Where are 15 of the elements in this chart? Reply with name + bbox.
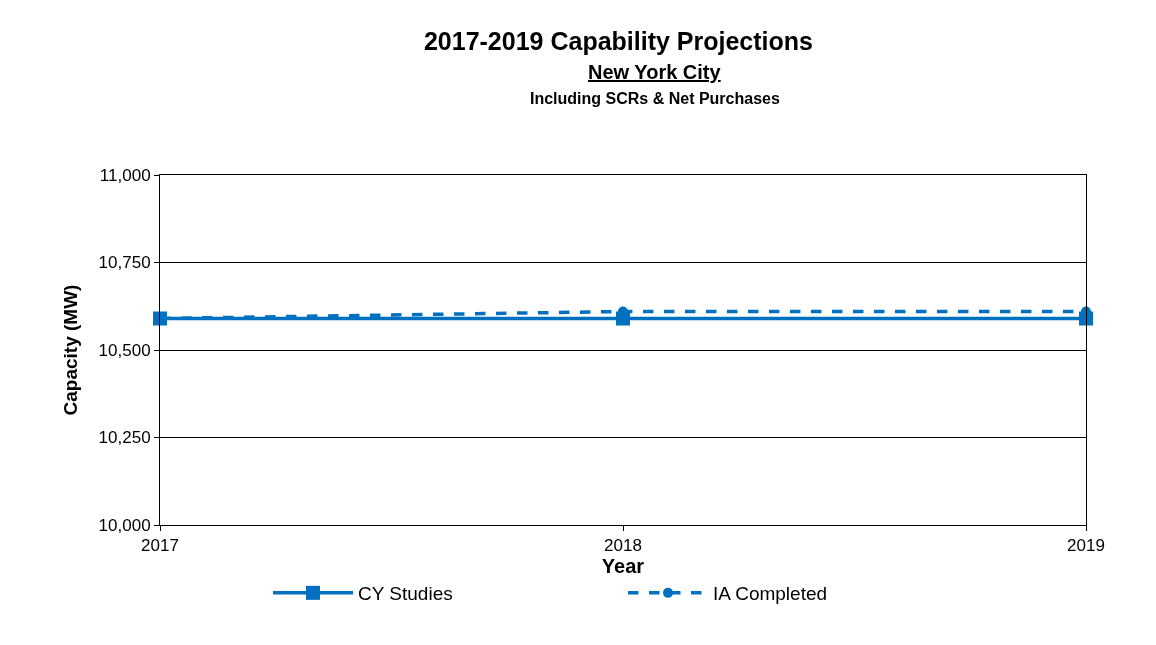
- y-tick-label: 10,500: [98, 340, 151, 360]
- chart-title: 2017-2019 Capability Projections: [423, 26, 813, 55]
- text: Including SCRs & Net Purchases: [530, 90, 780, 107]
- x-tick-label: 2018: [604, 536, 642, 556]
- legend-label: CY Studies: [358, 583, 453, 605]
- chart-subtitle: New York City: [588, 61, 722, 83]
- x-axis-title: Year: [601, 555, 645, 578]
- legend-label: IA Completed: [713, 583, 828, 605]
- y-tick-label: 11,000: [99, 165, 151, 185]
- y-tick-label: 10,250: [98, 428, 151, 448]
- x-tick-label: 2019: [1067, 536, 1105, 556]
- x-tick-label: 2017: [141, 536, 179, 556]
- y-tick-label: 10,000: [98, 515, 151, 535]
- y-tick-label: 10,750: [98, 253, 151, 273]
- y-axis-title: Capacity (MW): [60, 284, 82, 416]
